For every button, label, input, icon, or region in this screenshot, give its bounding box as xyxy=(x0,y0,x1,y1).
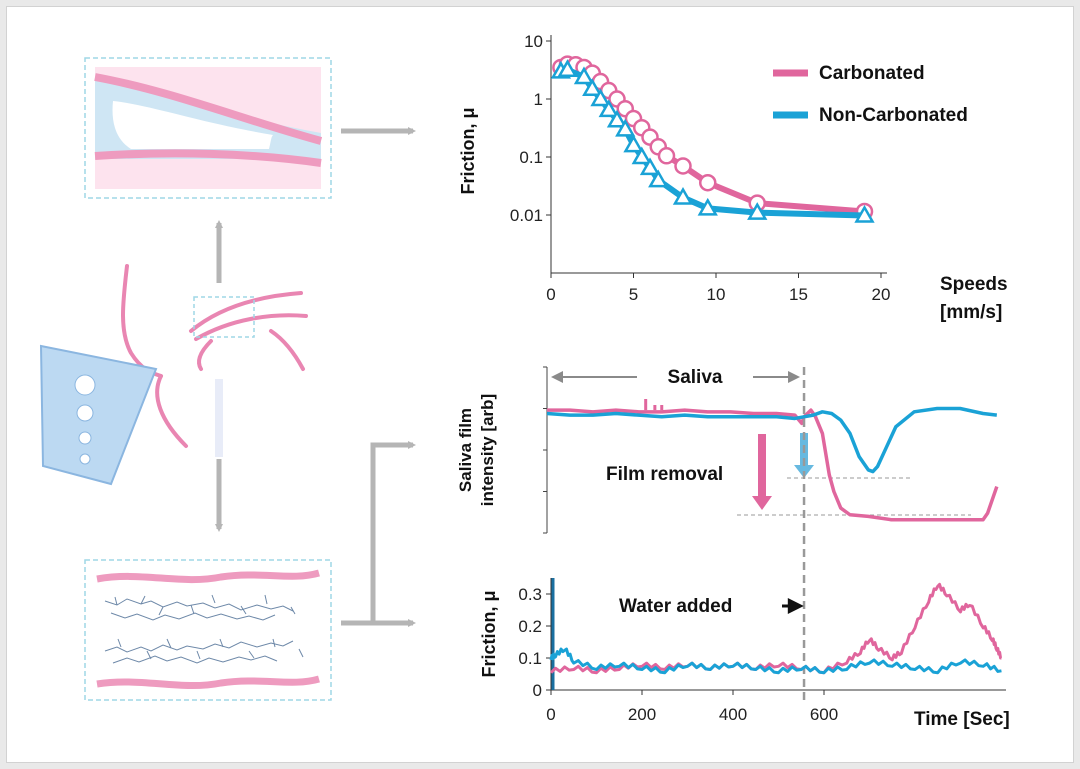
x-tick-label: 600 xyxy=(810,705,838,724)
saliva-film-chart: Saliva film intensity [arb] Saliva Film rem… xyxy=(456,366,999,701)
bottom-schematic-panel xyxy=(84,559,332,701)
y-tick-label: 0.01 xyxy=(510,206,543,225)
non-carbonated-point xyxy=(557,59,578,77)
to-film-chart-arrow xyxy=(341,441,416,626)
y-tick-label: 0.1 xyxy=(519,148,543,167)
mucin-network xyxy=(104,594,304,664)
x-axis-label-line2: [mm/s] xyxy=(940,302,1002,323)
non-carbonated-point xyxy=(747,202,768,220)
y-tick-label: 0 xyxy=(533,681,542,700)
water-added-arrowhead xyxy=(787,598,804,614)
x-tick-label: 200 xyxy=(628,705,656,724)
non-carbonated-point xyxy=(598,99,619,118)
non-carbonated-point xyxy=(672,187,694,205)
y-tick-label: 0.2 xyxy=(518,617,542,636)
carbonated-point xyxy=(657,147,676,165)
y-tick-label: 0.3 xyxy=(518,585,542,604)
film-removal-arrowhead-carbonated xyxy=(752,496,772,510)
upper-surface xyxy=(94,73,323,145)
non-carbonated-point xyxy=(573,66,595,85)
film-removal-annotation: Film removal xyxy=(606,464,723,485)
x-tick-label: 0 xyxy=(546,285,555,304)
x-tick-label: 400 xyxy=(719,705,747,724)
non-carbonated-point xyxy=(582,78,603,97)
zoom-box xyxy=(193,296,255,338)
x-tick-label: 15 xyxy=(789,285,808,304)
legend-label-carbonated: Carbonated xyxy=(819,63,925,84)
x-tick-label: 10 xyxy=(707,285,726,304)
non-carbonated-point xyxy=(697,197,718,216)
water-added-annotation: Water added xyxy=(619,596,732,617)
non-carbonated-point xyxy=(648,169,669,188)
non-carbonated-point xyxy=(615,118,636,137)
y-axis-label: Friction, μ xyxy=(479,590,499,677)
probe-bar xyxy=(215,379,223,457)
x-axis-label: Time [Sec] xyxy=(914,709,1010,730)
top-schematic-panel xyxy=(84,57,332,199)
saliva-arrowhead-right xyxy=(788,371,801,383)
carbonated-point xyxy=(699,173,717,192)
y-tick-label: 1 xyxy=(534,90,543,109)
carbonated-friction-time-line xyxy=(549,582,1003,675)
y-tick-label: 10 xyxy=(524,32,543,51)
x-tick-label: 5 xyxy=(629,285,638,304)
legend-label-non-carbonated: Non-Carbonated xyxy=(819,105,968,126)
y-tick-label: 0.1 xyxy=(518,649,542,668)
figure-frame: 10 1 0.1 0.01 0 5 10 15 20 Friction, μ Speeds [mm/s… xyxy=(6,6,1074,763)
film-removal-arrow-carbonated xyxy=(758,434,766,496)
x-tick-label: 0 xyxy=(546,705,555,724)
non-carbonated-point xyxy=(606,109,628,128)
x-tick-label: 20 xyxy=(872,285,891,304)
lower-surface xyxy=(94,149,322,167)
carbonated-point xyxy=(674,157,692,175)
figure: 10 1 0.1 0.01 0 5 10 15 20 Friction, μ Speeds [mm/s… xyxy=(39,32,1010,730)
non-carbonated-friction-time-line xyxy=(549,647,1002,675)
y-axis-label-line1: Saliva film xyxy=(456,408,475,492)
friction-vs-speed-chart: 10 1 0.1 0.01 0 5 10 15 20 Friction, μ Speeds [mm/s… xyxy=(458,32,1008,323)
saliva-region-label: Saliva xyxy=(668,367,723,388)
non-carbonated-point xyxy=(590,88,611,107)
non-carbonated-point xyxy=(631,146,652,165)
saliva-arrowhead-left xyxy=(551,371,563,383)
non-carbonated-point xyxy=(623,134,644,153)
y-axis-label-line2: intensity [arb] xyxy=(478,394,497,506)
drink-glass xyxy=(39,344,158,486)
mouth-sketch xyxy=(121,264,308,448)
non-carbonated-film-line xyxy=(546,406,998,474)
non-carbonated-point xyxy=(639,157,661,176)
x-axis-label-line1: Speeds xyxy=(940,274,1008,295)
friction-vs-time-chart: 0 0.1 0.2 0.3 0 200 400 600 Friction, μ Time [Sec… xyxy=(479,578,1010,730)
y-axis-label: Friction, μ xyxy=(458,107,478,194)
non-carbonated-point xyxy=(854,204,875,223)
